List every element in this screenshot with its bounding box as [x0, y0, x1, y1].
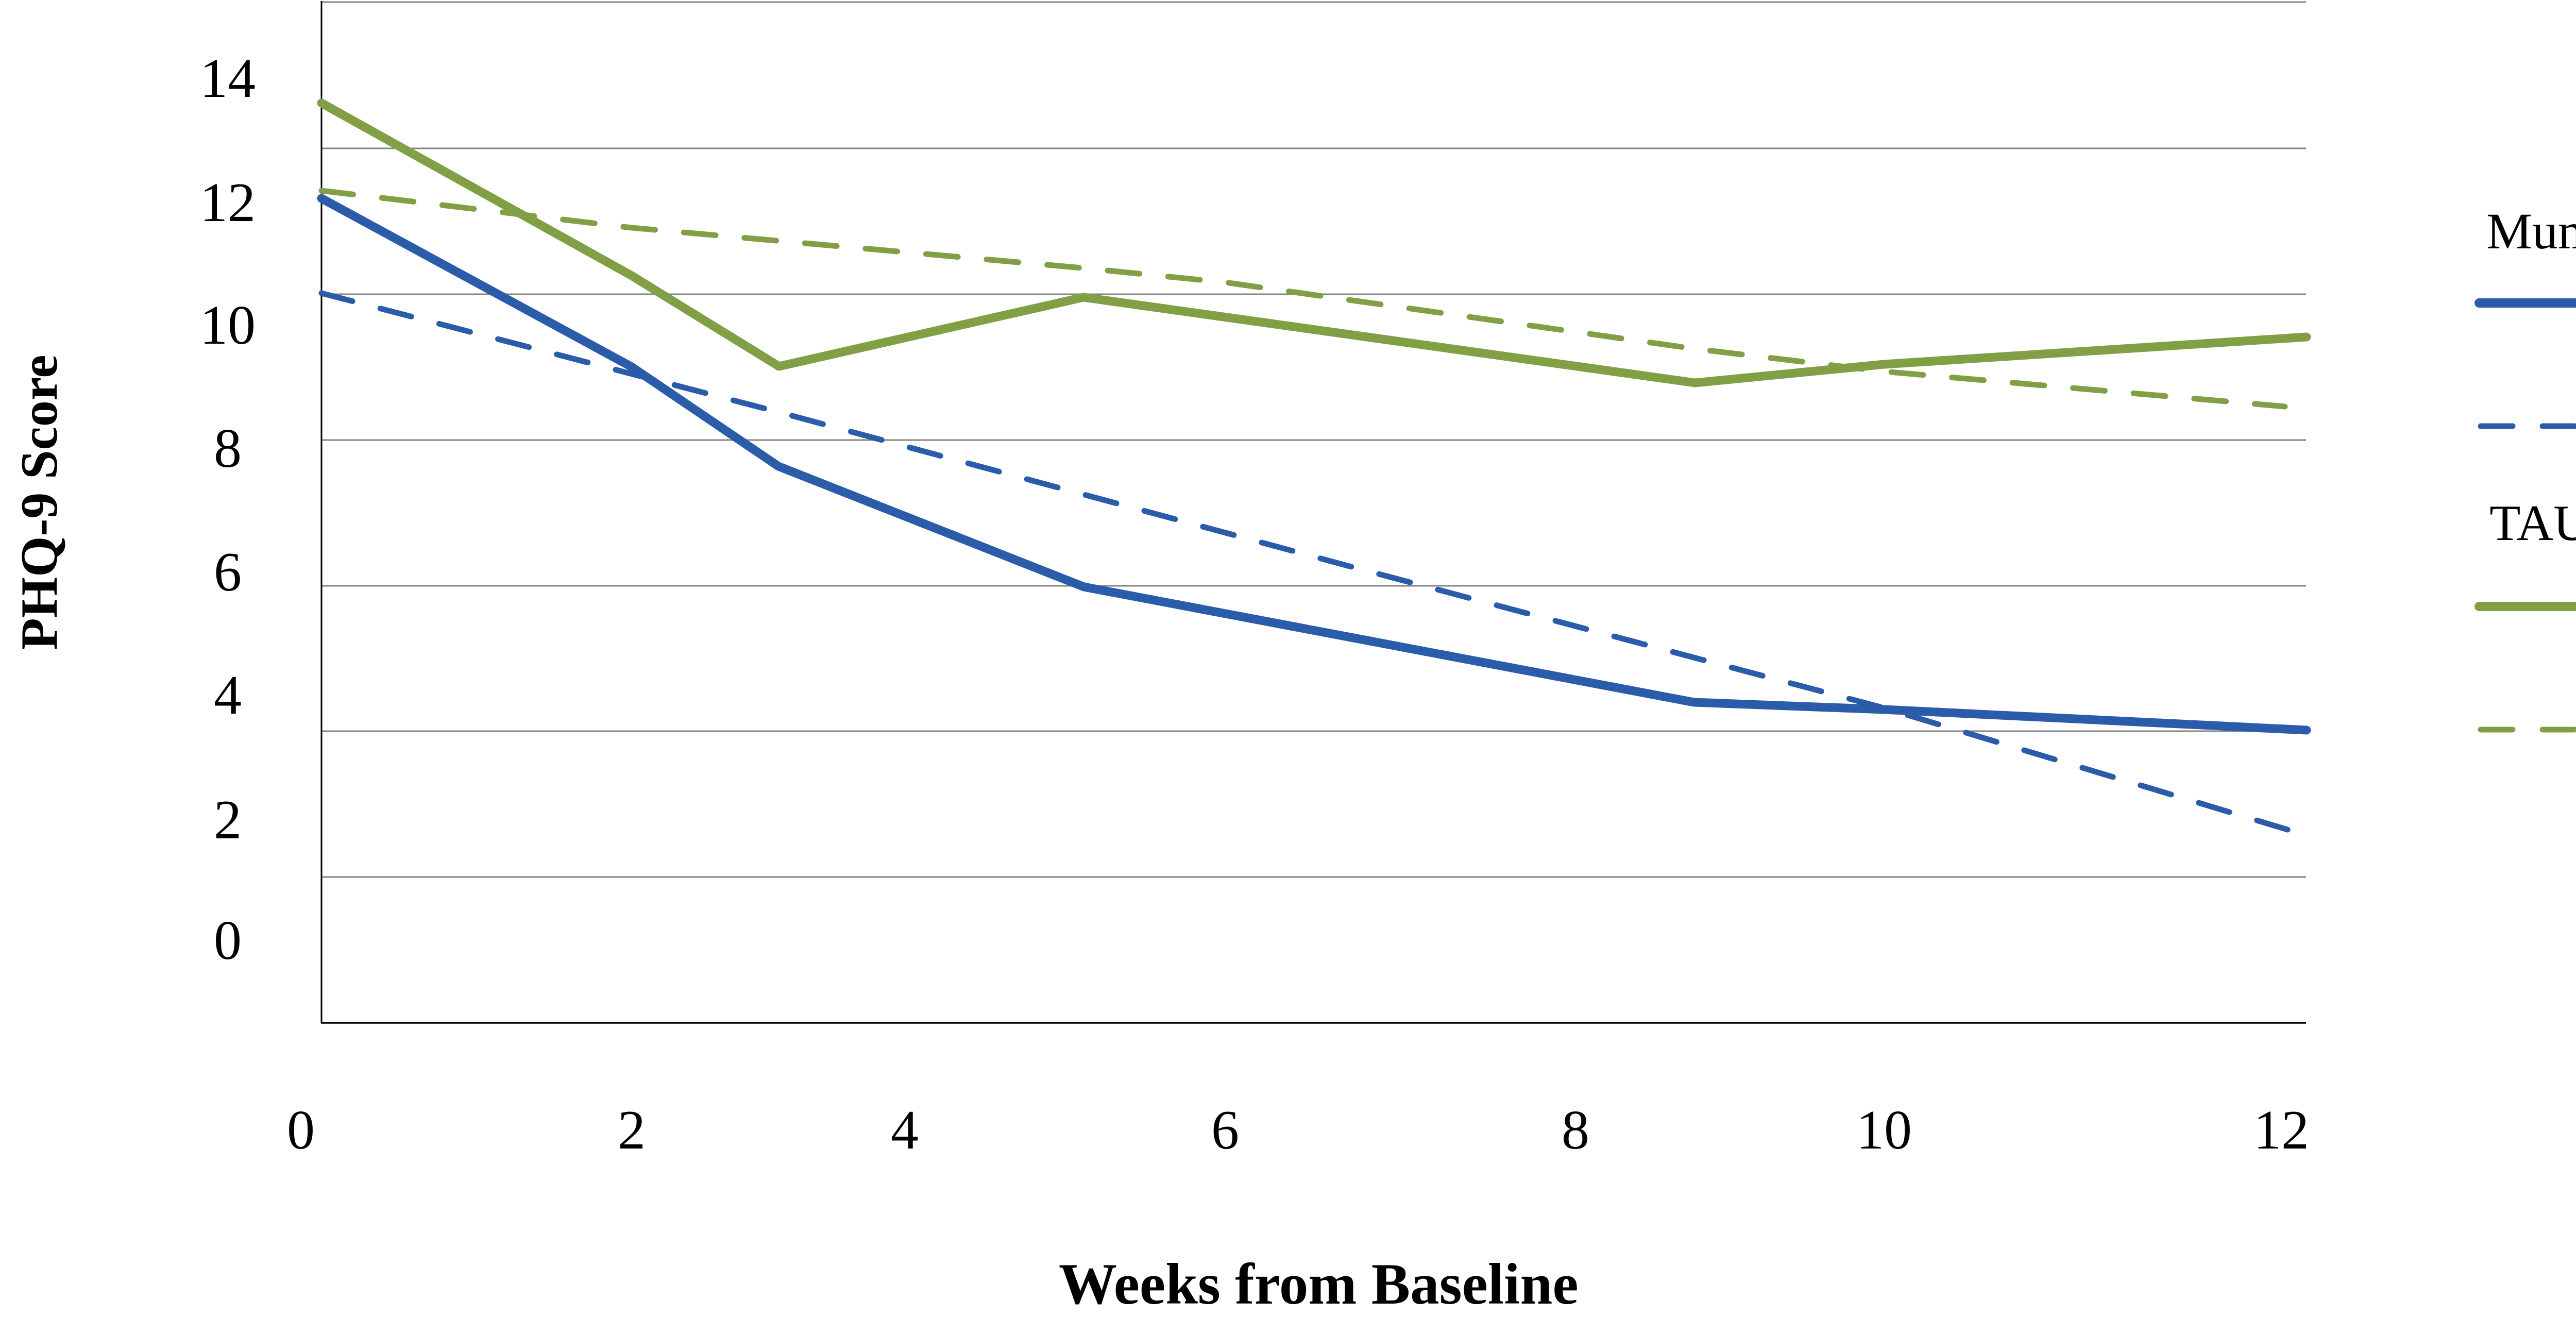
svg-text:4: 4 [214, 665, 242, 726]
svg-text:0: 0 [214, 910, 242, 971]
svg-text:4: 4 [891, 1100, 919, 1161]
svg-text:12: 12 [2253, 1100, 2309, 1161]
svg-text:10: 10 [1856, 1100, 1912, 1161]
svg-text:MumMoodBooster: MumMoodBooster [2486, 202, 2576, 260]
svg-text:Weeks from Baseline: Weeks from Baseline [1059, 1252, 1579, 1316]
svg-text:8: 8 [214, 418, 242, 479]
svg-text:6: 6 [214, 542, 242, 603]
svg-text:TAU: TAU [2489, 495, 2576, 551]
svg-text:2: 2 [618, 1100, 646, 1161]
svg-text:8: 8 [1562, 1100, 1589, 1161]
svg-text:PHQ-9 Score: PHQ-9 Score [10, 354, 69, 650]
svg-text:12: 12 [200, 172, 256, 233]
svg-text:2: 2 [214, 789, 242, 851]
svg-text:0: 0 [287, 1100, 315, 1161]
svg-text:10: 10 [200, 295, 256, 356]
svg-text:6: 6 [1211, 1100, 1239, 1161]
svg-text:14: 14 [200, 48, 256, 109]
